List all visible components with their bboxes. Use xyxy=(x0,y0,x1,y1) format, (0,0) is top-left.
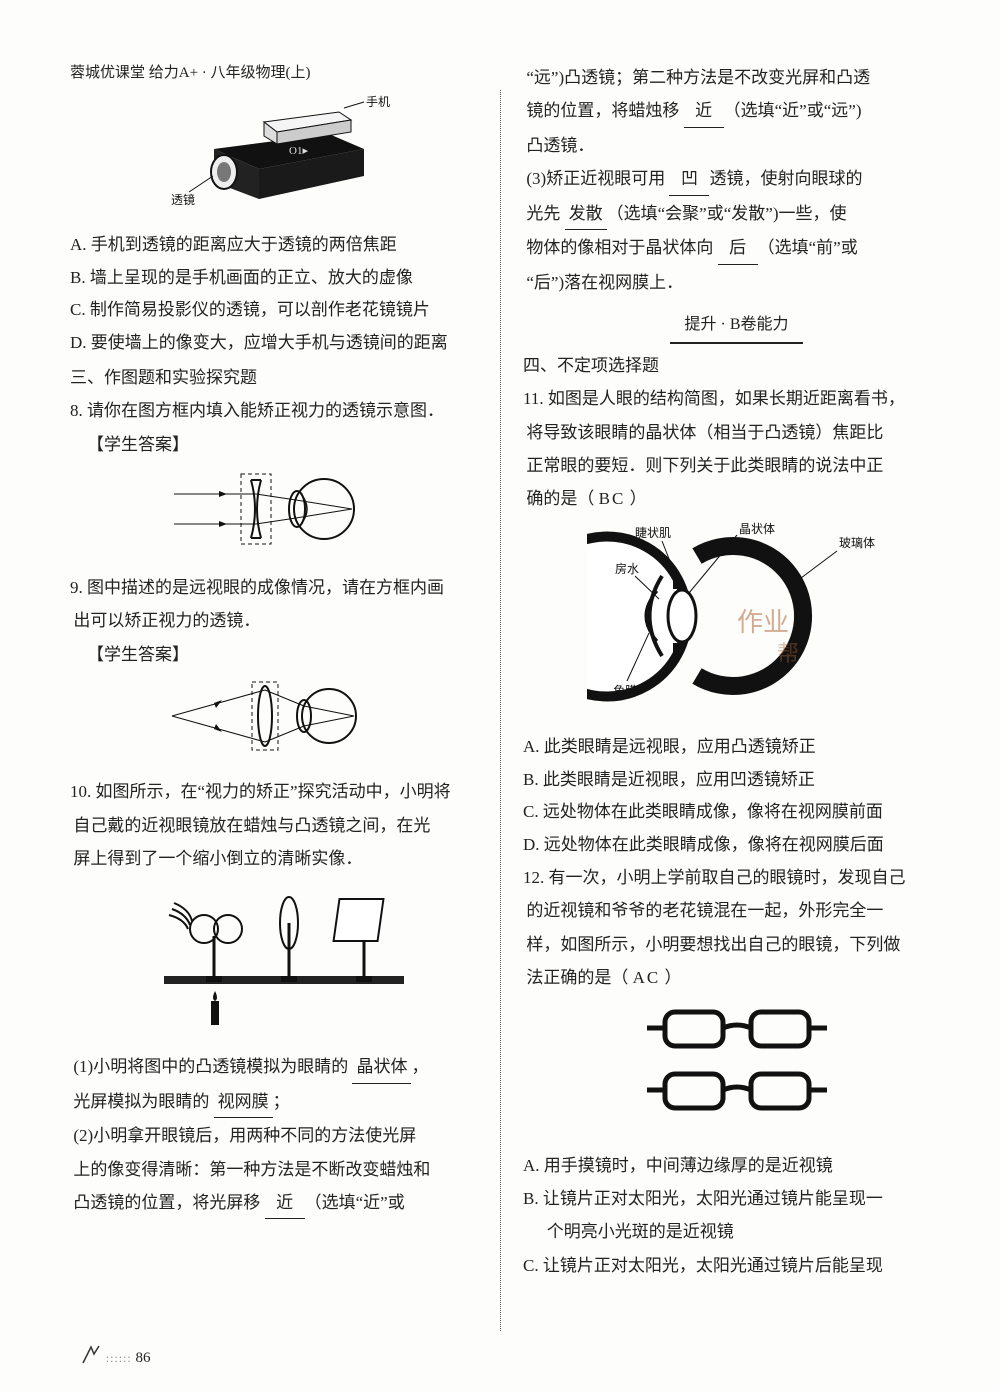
q11-optC: C. 远处物体在此类眼睛成像，像将在视网膜前面 xyxy=(523,796,950,827)
q11-line3: 正常眼的要短．则下列关于此类眼睛的说法中正 xyxy=(523,450,950,481)
blank-near-1: 近 xyxy=(265,1187,305,1219)
svg-text:角膜: 角膜 xyxy=(613,684,637,698)
q12-answer: AC xyxy=(633,968,661,987)
q10-3c: 物体的像相对于晶状体向 后（选填“前”或 xyxy=(523,232,950,264)
q11-line1: 11. 如图是人眼的结构简图，如果长期近距离看书， xyxy=(523,383,950,414)
label-phone: 手机 xyxy=(366,95,390,109)
figure-q10-bench xyxy=(70,881,497,1041)
figure-glasses xyxy=(523,1000,950,1140)
svg-text:房水: 房水 xyxy=(615,561,639,576)
q7-optA: A. 手机到透镜的距离应大于透镜的两倍焦距 xyxy=(70,229,497,260)
blank-retina: 视网膜 xyxy=(214,1086,273,1118)
q7-optD: D. 要使墙上的像变大，应增大手机与透镜间的距离 xyxy=(70,327,497,358)
svg-text:作业: 作业 xyxy=(737,608,789,637)
svg-text:晶状体: 晶状体 xyxy=(739,522,775,536)
q10-2b: 上的像变得清晰：第一种方法是不断改变蜡烛和 xyxy=(70,1154,497,1185)
q11-optD: D. 远处物体在此类眼睛成像，像将在视网膜后面 xyxy=(523,829,950,860)
q12-optB-l1: B. 让镜片正对太阳光，太阳光通过镜片能呈现一 xyxy=(523,1183,950,1214)
q10-cont-b: 镜的位置，将蜡烛移 近（选填“近”或“远”) xyxy=(523,95,950,127)
q11-answer: BC xyxy=(599,489,626,508)
q10-3a: (3)矫正近视眼可用 凹透镜，使射向眼球的 xyxy=(523,163,950,195)
q12-optC: C. 让镜片正对太阳光，太阳光通过镜片后能呈现 xyxy=(523,1250,950,1281)
blank-near-2: 近 xyxy=(684,95,724,127)
figure-phone-projector: 手机 透镜 O1▸ xyxy=(70,94,497,219)
q10-2c: 凸透镜的位置，将光屏移 近（选填“近”或 xyxy=(70,1187,497,1219)
q10-3d: “后”)落在视网膜上． xyxy=(523,267,950,298)
figure-eye-anatomy: 作业 帮 睫状肌 晶状体 玻璃体 房水 角膜 xyxy=(523,521,950,721)
q8-text: 8. 请你在图方框内填入能矫正视力的透镜示意图． xyxy=(70,395,497,426)
q10-cont-c: 凸透镜． xyxy=(523,130,950,161)
q8-student-answer-label: 【学生答案】 xyxy=(87,429,497,460)
q9-student-answer-label: 【学生答案】 xyxy=(87,639,497,670)
label-lens: 透镜 xyxy=(171,192,195,207)
q9-line2: 出可以矫正视力的透镜． xyxy=(70,605,497,636)
q10-cont-a: “远”)凸透镜；第二种方法是不改变光屏和凸透 xyxy=(523,62,950,93)
q12-line1: 12. 有一次，小明上学前取自己的眼镜时，发现自己 xyxy=(523,862,950,893)
svg-text:睫状肌: 睫状肌 xyxy=(635,526,671,540)
section-3-title: 三、作图题和实验探究题 xyxy=(70,362,497,393)
q12-line4: 法正确的是（ AC ） xyxy=(523,962,950,993)
q10-line1: 10. 如图所示，在“视力的矫正”探究活动中，小明将 xyxy=(70,776,497,807)
q11-optB: B. 此类眼睛是近视眼，应用凹透镜矫正 xyxy=(523,764,950,795)
q10-line2: 自己戴的近视眼镜放在蜡烛与凸透镜之间，在光 xyxy=(70,810,497,841)
section-b-band: 提升 · B卷能力 xyxy=(523,308,950,344)
blank-back: 后 xyxy=(718,232,758,264)
q11-line2: 将导致该眼睛的晶状体（相当于凸透镜）焦距比 xyxy=(523,417,950,448)
q10-3b: 光先 发散（选填“会聚”或“发散”)一些，使 xyxy=(523,198,950,230)
blank-concave: 凹 xyxy=(669,163,709,195)
page-number: :::::: 86 xyxy=(80,1344,151,1373)
q10-1b: 光屏模拟为眼睛的 视网膜； xyxy=(70,1086,497,1118)
svg-text:O1▸: O1▸ xyxy=(289,145,308,157)
q7-optC: C. 制作简易投影仪的透镜，可以剖作老花镜镜片 xyxy=(70,294,497,325)
q12-optB-l2: 个明亮小光斑的是近视镜 xyxy=(523,1216,950,1247)
left-column: 蓉城优课堂 给力A+ · 八年级物理(上) 手机 透镜 xyxy=(70,60,505,1282)
svg-text:玻璃体: 玻璃体 xyxy=(839,536,875,550)
blank-diverge: 发散 xyxy=(565,198,607,230)
q10-line3: 屏上得到了一个缩小倒立的清晰实像． xyxy=(70,843,497,874)
figure-q8-eye xyxy=(70,466,497,561)
right-column: “远”)凸透镜；第二种方法是不改变光屏和凸透 镜的位置，将蜡烛移 近（选填“近”… xyxy=(515,60,950,1282)
section-4-title: 四、不定项选择题 xyxy=(523,350,950,381)
q9-line1: 9. 图中描述的是远视眼的成像情况，请在方框内画 xyxy=(70,572,497,603)
q12-optA: A. 用手摸镜时，中间薄边缘厚的是近视镜 xyxy=(523,1150,950,1181)
figure-q9-eye xyxy=(70,676,497,766)
q10-2a: (2)小明拿开眼镜后，用两种不同的方法使光屏 xyxy=(70,1120,497,1151)
q10-1: (1)小明将图中的凸透镜模拟为眼睛的 晶状体， xyxy=(70,1051,497,1083)
page-header: 蓉城优课堂 给力A+ · 八年级物理(上) xyxy=(70,60,497,88)
q11-optA: A. 此类眼睛是远视眼，应用凸透镜矫正 xyxy=(523,731,950,762)
q12-line3: 样，如图所示，小明要想找出自己的眼镜，下列做 xyxy=(523,929,950,960)
q12-line2: 的近视镜和爷爷的老花镜混在一起，外形完全一 xyxy=(523,895,950,926)
svg-text:帮: 帮 xyxy=(777,641,799,666)
q11-line4: 确的是（ BC ） xyxy=(523,483,950,514)
blank-lens-body: 晶状体 xyxy=(352,1051,411,1083)
q7-optB: B. 墙上呈现的是手机画面的正立、放大的虚像 xyxy=(70,262,497,293)
